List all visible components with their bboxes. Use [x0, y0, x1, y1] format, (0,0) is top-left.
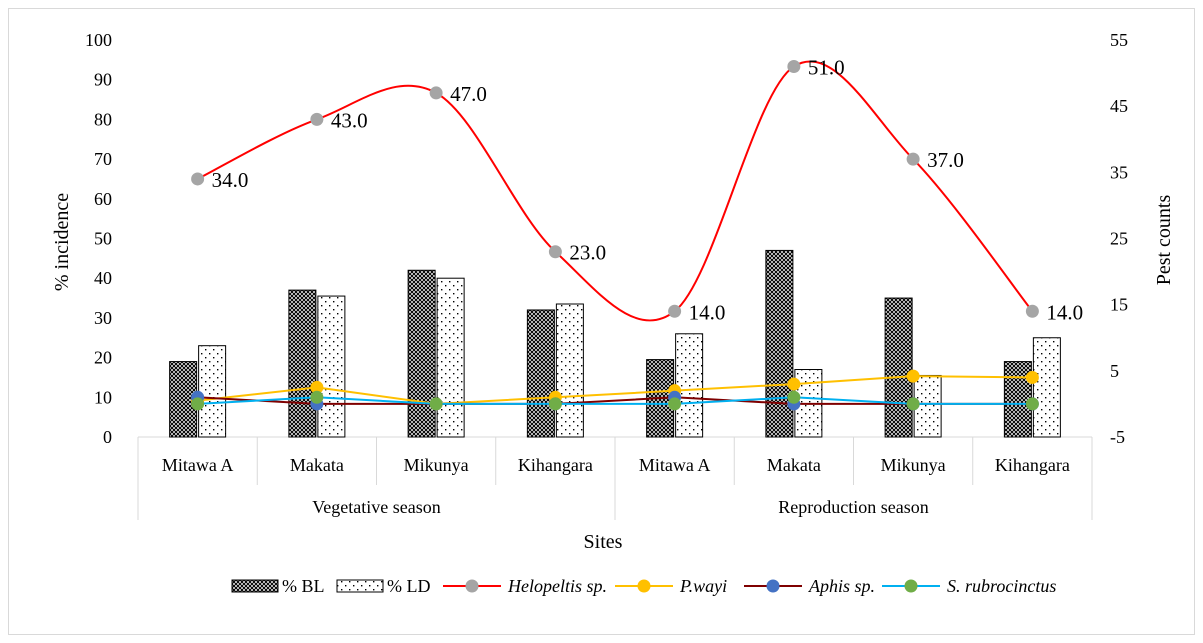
- bar-bl: [1003, 361, 1032, 438]
- y-axis-right-title: Pest counts: [1153, 195, 1175, 286]
- y-right-tick-label: 55: [1110, 30, 1128, 50]
- category-label: Kihangara: [518, 455, 593, 475]
- y-right-tick-label: 15: [1110, 295, 1128, 315]
- data-label: 37.0: [927, 148, 964, 172]
- marker-s-rubrocinctus: [429, 397, 443, 411]
- legend-label: Helopeltis sp.: [507, 576, 607, 596]
- bar-bl: [288, 289, 317, 438]
- data-label: 51.0: [808, 55, 845, 79]
- group-label: Vegetative season: [312, 497, 440, 517]
- legend-label: % LD: [387, 576, 431, 596]
- category-label: Mitawa A: [162, 455, 234, 475]
- y-right-tick-label: 45: [1110, 96, 1128, 116]
- y-right-tick-label: 25: [1110, 229, 1128, 249]
- marker-helopeltis-sp: [906, 152, 920, 166]
- data-label: 43.0: [331, 108, 368, 132]
- marker-s-rubrocinctus: [191, 397, 205, 411]
- bar-ld: [436, 277, 465, 438]
- line-s-rubrocinctus: [197, 396, 1033, 405]
- line-aphis-sp: [197, 396, 1033, 405]
- category-label: Mikunya: [404, 455, 469, 475]
- category-label: Makata: [767, 455, 821, 475]
- marker-p-wayi: [787, 377, 801, 391]
- legend-marker: [904, 579, 918, 593]
- data-label: 14.0: [689, 300, 726, 324]
- bar-bl: [526, 309, 555, 438]
- bar-ld: [317, 295, 346, 438]
- legend-swatch: [336, 579, 384, 593]
- legend-label: % BL: [282, 576, 325, 596]
- axes: 0 10 20 30 40 50 60 70 80 90 100 -5 5 15 25 35 45 55 Mitaw…: [85, 30, 1128, 520]
- category-label: Mikunya: [881, 455, 946, 475]
- data-label: 14.0: [1046, 300, 1083, 324]
- marker-helopeltis-sp: [668, 304, 682, 318]
- legend-marker: [465, 579, 479, 593]
- y-left-tick-label: 30: [94, 308, 112, 328]
- category-label: Mitawa A: [639, 455, 711, 475]
- legend-label: S. rubrocinctus: [947, 576, 1056, 596]
- marker-helopeltis-sp: [548, 245, 562, 259]
- bar-layer: [169, 249, 1061, 438]
- marker-p-wayi: [906, 369, 920, 383]
- marker-s-rubrocinctus: [548, 397, 562, 411]
- marker-s-rubrocinctus: [787, 390, 801, 404]
- marker-p-wayi: [1025, 370, 1039, 384]
- line-layer: [191, 59, 1039, 411]
- legend-swatch: [231, 579, 279, 593]
- legend: % BL % LD Helopeltis sp. P.wayi Aphis sp. S. …: [231, 576, 1056, 596]
- y-right-tick-label: 35: [1110, 162, 1128, 182]
- y-left-tick-label: 80: [94, 109, 112, 129]
- y-left-tick-label: 40: [94, 268, 112, 288]
- y-left-tick-label: 50: [94, 229, 112, 249]
- y-left-tick-label: 70: [94, 149, 112, 169]
- marker-helopeltis-sp: [787, 59, 801, 73]
- bar-bl: [765, 249, 794, 438]
- bar-ld: [555, 303, 584, 438]
- y-left-tick-label: 10: [94, 387, 112, 407]
- bar-bl: [407, 269, 436, 438]
- marker-helopeltis-sp: [429, 86, 443, 100]
- marker-s-rubrocinctus: [668, 397, 682, 411]
- y-left-tick-label: 60: [94, 189, 112, 209]
- category-label: Makata: [290, 455, 344, 475]
- y-left-tick-label: 100: [85, 30, 112, 50]
- marker-s-rubrocinctus: [310, 390, 324, 404]
- y-right-tick-label: -5: [1110, 427, 1125, 447]
- data-label: 23.0: [569, 241, 606, 265]
- bar-bl: [884, 297, 913, 438]
- y-left-tick-label: 20: [94, 348, 112, 368]
- y-axis-left-title: % incidence: [51, 193, 73, 291]
- marker-helopeltis-sp: [191, 172, 205, 186]
- marker-s-rubrocinctus: [1025, 397, 1039, 411]
- legend-marker: [637, 579, 651, 593]
- marker-p-wayi: [310, 380, 324, 394]
- y-right-tick-label: 5: [1110, 361, 1119, 381]
- chart-frame: [8, 8, 1195, 635]
- y-left-tick-label: 0: [103, 427, 112, 447]
- bar-ld: [1032, 337, 1061, 438]
- marker-s-rubrocinctus: [906, 397, 920, 411]
- group-label: Reproduction season: [778, 497, 928, 517]
- data-label: 47.0: [450, 82, 487, 106]
- legend-label: P.wayi: [679, 576, 727, 596]
- legend-marker: [766, 579, 780, 593]
- line-p-wayi: [197, 375, 1033, 405]
- label-layer: 34.0 43.0 47.0 23.0 14.0 51.0 37.0 14.0: [212, 55, 1084, 324]
- marker-helopeltis-sp: [310, 112, 324, 126]
- bar-ld: [675, 333, 704, 438]
- marker-helopeltis-sp: [1025, 304, 1039, 318]
- y-left-tick-label: 90: [94, 70, 112, 90]
- x-axis-title: Sites: [584, 531, 623, 553]
- category-label: Kihangara: [995, 455, 1070, 475]
- data-label: 34.0: [212, 168, 249, 192]
- bar-ld: [198, 345, 227, 438]
- line-helopeltis-sp: [197, 60, 1034, 322]
- legend-label: Aphis sp.: [808, 576, 875, 596]
